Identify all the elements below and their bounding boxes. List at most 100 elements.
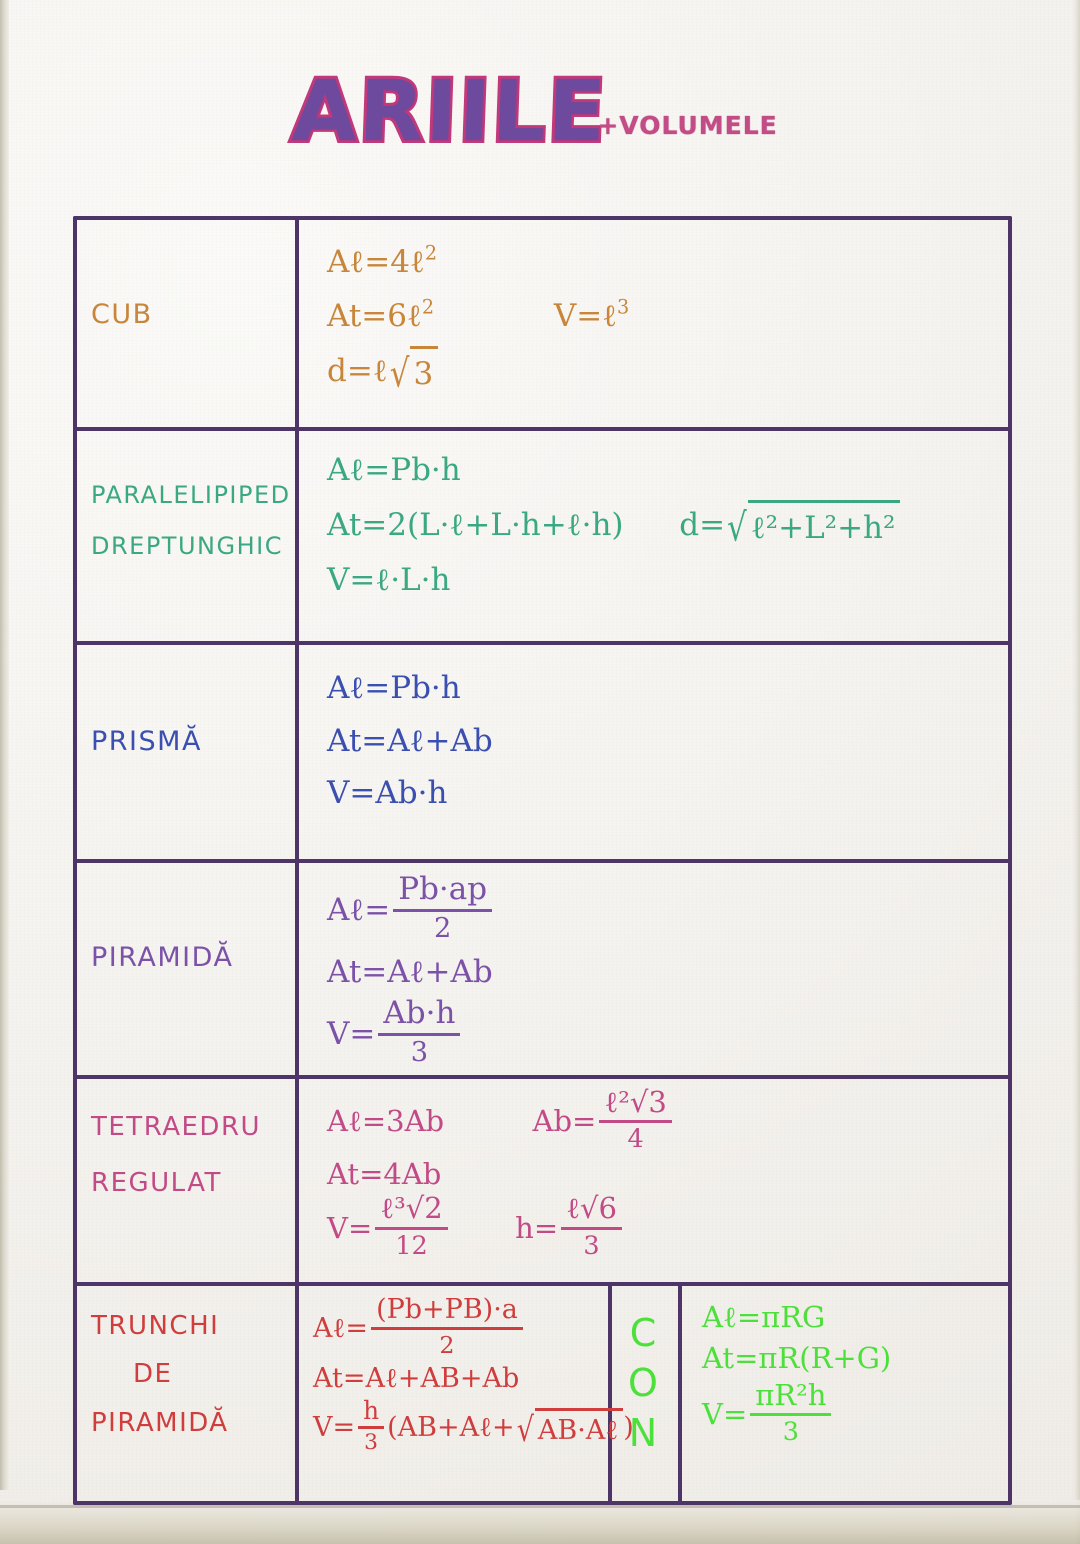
row-prisma-label-cell: PRISMĂ — [73, 641, 295, 859]
formula-exponent: 2 — [424, 241, 438, 265]
radical: √ 3 — [388, 345, 439, 398]
formula-lhs: Aℓ= — [327, 891, 391, 928]
formula-height-lhs: h= — [515, 1210, 559, 1245]
radical: √ ℓ²+L²+h² — [725, 499, 901, 552]
column-divider-main — [295, 216, 299, 1505]
formula-con-volume: V= πR²h 3 — [702, 1378, 1008, 1449]
fraction: ℓ√6 3 — [561, 1191, 622, 1261]
formula-piramida-volume: V= Ab·h 3 — [327, 995, 1008, 1071]
title-main-text: ARIILE — [288, 59, 613, 163]
row-trunchi-formula-cell: Aℓ= (Pb+PB)·a 2 At=Aℓ+AB+Ab V= h 3 (AB+Aℓ+√ AB… — [295, 1282, 634, 1505]
row-cub-label-cell: CUB — [73, 216, 295, 427]
formula-cub-lateral-area: Aℓ=4ℓ2 — [327, 238, 1008, 286]
radicand: AB·Aℓ — [534, 1407, 624, 1448]
fraction-numerator: Pb·ap — [393, 871, 493, 912]
table-border-right — [1008, 216, 1012, 1505]
fraction-numerator: πR²h — [750, 1378, 832, 1416]
page-title: ARIILE+VOLUMELE — [0, 59, 1080, 163]
row-tetraedru-label-cell: TETRAEDRU REGULAT — [73, 1075, 295, 1282]
formulas-table: CUB Aℓ=4ℓ2 At=6ℓ2 V=ℓ3 d=ℓ√ 3 PARALELIPIP… — [73, 216, 1012, 1505]
fraction: (Pb+PB)·a 2 — [371, 1294, 523, 1359]
formula-cub-diagonal: d=ℓ√ 3 — [327, 345, 1008, 398]
row-divider-1 — [73, 427, 1012, 431]
row-label-tetraedru-line2: REGULAT — [91, 1168, 222, 1199]
fraction-denominator: 3 — [583, 1230, 600, 1261]
formula-con-lateral-area: Aℓ=πRG — [702, 1300, 826, 1334]
formula-exponent: 2 — [421, 295, 435, 319]
formula-paralelipiped-lateral-area: Aℓ=Pb·h — [327, 452, 461, 488]
formula-lhs: d= — [327, 353, 373, 389]
fraction-numerator: ℓ³√2 — [375, 1191, 448, 1230]
formula-cub-total-area-and-volume: At=6ℓ2 V=ℓ3 — [327, 292, 1008, 340]
fraction-denominator: 12 — [395, 1230, 428, 1261]
paper-left-edge — [0, 0, 9, 1490]
fraction: Ab·h 3 — [378, 995, 461, 1069]
formula-base-area-lhs: Ab= — [532, 1104, 597, 1139]
row-label-trunchi-line3: PIRAMIDĂ — [91, 1407, 229, 1438]
paper-right-edge — [1073, 0, 1080, 1544]
formula-tetraedru-volume-and-height: V= ℓ³√2 12 h= ℓ√6 3 — [327, 1191, 1008, 1262]
formula-lhs: Aℓ= — [327, 244, 391, 281]
formula-piramida-lateral-area: Aℓ= Pb·ap 2 — [327, 871, 1008, 947]
fraction-numerator: Ab·h — [378, 995, 461, 1036]
fraction-denominator: 3 — [782, 1416, 799, 1447]
row-piramida-formula-cell: Aℓ= Pb·ap 2 At=Aℓ+Ab V= Ab·h 3 — [295, 859, 1008, 1075]
paper-bottom-edge-line — [0, 1505, 1080, 1508]
table-border-bottom — [73, 1501, 1012, 1505]
formula-prisma-volume: V=Ab·h — [327, 775, 448, 811]
formula-piramida-total-area: At=Aℓ+Ab — [327, 953, 493, 990]
formula-coef: 4 — [390, 244, 410, 281]
radicand: 3 — [410, 345, 439, 398]
formula-prisma-total-area: At=Aℓ+Ab — [327, 722, 493, 759]
radical: √ AB·Aℓ — [515, 1407, 624, 1450]
formula-trunchi-lateral-area: Aℓ= (Pb+PB)·a 2 — [313, 1294, 608, 1361]
formula-lhs: V= — [313, 1412, 356, 1444]
con-label-divider-right — [678, 1282, 682, 1505]
row-label-tetraedru-line1: TETRAEDRU — [91, 1112, 262, 1142]
row-label-trunchi-line2: DE — [133, 1359, 173, 1390]
title-subtitle-text: +VOLUMELE — [597, 111, 778, 140]
row-label-paralelipiped-line1: PARALELIPIPED — [91, 481, 291, 509]
fraction-denominator: 3 — [364, 1430, 379, 1456]
row-label-piramida: PIRAMIDĂ — [91, 942, 234, 973]
con-letter-c: C — [629, 1311, 657, 1355]
formula-tail-close: ) — [623, 1412, 634, 1444]
row-tetraedru-formula-cell: Aℓ=3Ab Ab= ℓ²√3 4 At=4Ab V= ℓ³√2 12 h= ℓ√6 3 — [295, 1075, 1008, 1282]
con-letter-n: N — [628, 1411, 658, 1456]
formula-coef: 6 — [387, 298, 408, 334]
formula-tail-open: (AB+Aℓ+ — [387, 1412, 515, 1444]
con-label-divider-left — [608, 1282, 612, 1505]
fraction-denominator: 4 — [627, 1124, 644, 1155]
fraction-numerator: h — [358, 1396, 385, 1430]
fraction-denominator: 3 — [410, 1036, 429, 1068]
fraction-denominator: 2 — [439, 1330, 455, 1359]
formula-con-total-area: At=πR(R+G) — [702, 1340, 892, 1375]
fraction-numerator: ℓ√6 — [561, 1191, 622, 1230]
fraction: πR²h 3 — [750, 1378, 832, 1447]
con-letter-o: O — [628, 1361, 658, 1406]
row-label-prisma: PRISMĂ — [91, 726, 202, 757]
radical-sign: √ — [727, 504, 747, 550]
formula-volume-lhs: V= — [553, 298, 603, 334]
formula-volume-base: ℓ — [602, 298, 618, 334]
fraction: ℓ³√2 12 — [375, 1191, 448, 1261]
radical-sign: √ — [516, 1411, 534, 1450]
row-divider-5 — [73, 1282, 1012, 1286]
row-paralelipiped-label-cell: PARALELIPIPED DREPTUNGHIC — [73, 427, 295, 641]
table-border-left — [73, 216, 77, 1505]
formula-tetraedru-total-area: At=4Ab — [327, 1157, 442, 1192]
fraction-denominator: 2 — [433, 912, 452, 944]
con-label-cell: C O N — [608, 1282, 678, 1505]
table-border-top — [73, 216, 1012, 220]
formula-tetraedru-lateral-area-and-base-area: Aℓ=3Ab Ab= ℓ²√3 4 — [327, 1085, 1008, 1156]
formula-lhs: At= — [327, 298, 388, 334]
fraction-numerator: ℓ²√3 — [599, 1085, 672, 1124]
formula-paralelipiped-volume: V=ℓ·L·h — [327, 562, 451, 598]
formula-lhs: V= — [327, 1015, 376, 1052]
formula-lhs: Aℓ= — [313, 1312, 369, 1344]
radical-sign: √ — [389, 350, 410, 396]
fraction: ℓ²√3 4 — [599, 1085, 672, 1155]
row-divider-3 — [73, 859, 1012, 863]
row-paralelipiped-formula-cell: Aℓ=Pb·h At=2(L·ℓ+L·h+ℓ·h) d=√ ℓ²+L²+h² V=… — [295, 427, 1008, 641]
row-divider-2 — [73, 641, 1012, 645]
